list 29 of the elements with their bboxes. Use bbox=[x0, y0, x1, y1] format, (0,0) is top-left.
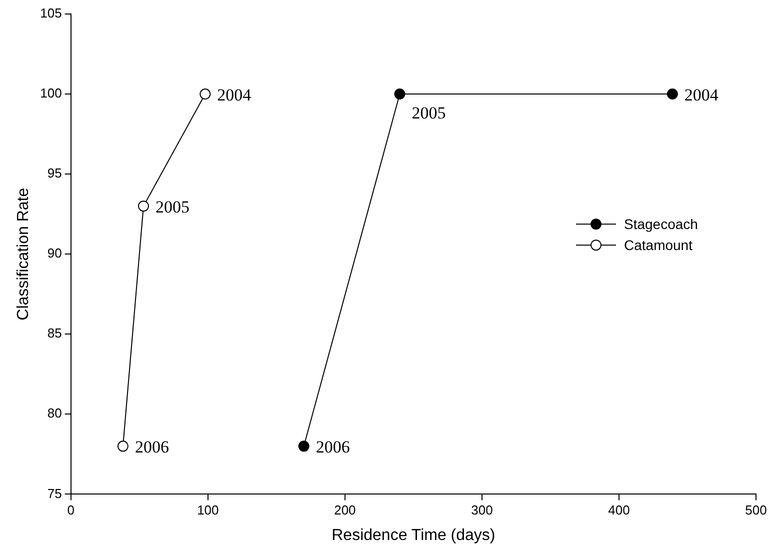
y-tick-label: 95 bbox=[47, 166, 62, 181]
annotation: 2005 bbox=[156, 198, 190, 217]
y-axis-title: Classification Rate bbox=[15, 188, 32, 320]
annotation: 2005 bbox=[412, 104, 446, 122]
annotation: 2004 bbox=[217, 86, 252, 104]
x-tick-label: 500 bbox=[745, 502, 767, 518]
annotation: 2006 bbox=[316, 438, 350, 457]
legend-label: Catamount bbox=[624, 236, 693, 253]
x-tick-label: 0 bbox=[67, 502, 75, 518]
y-tick-label: 80 bbox=[47, 406, 62, 421]
y-tick-label: 85 bbox=[47, 326, 62, 341]
point bbox=[298, 440, 310, 452]
legend-label: Stagecoach bbox=[624, 216, 698, 232]
point bbox=[200, 88, 211, 100]
point bbox=[117, 440, 128, 452]
y-tick-label: 105 bbox=[40, 6, 62, 21]
y-tick-label: 100 bbox=[40, 86, 62, 101]
y-tick-label: 75 bbox=[47, 486, 62, 501]
point bbox=[394, 88, 406, 100]
x-tick-label: 400 bbox=[608, 502, 630, 518]
x-tick-label: 100 bbox=[197, 502, 219, 518]
annotation: 2004 bbox=[684, 86, 719, 104]
point bbox=[138, 200, 150, 212]
x-tick-label: 200 bbox=[334, 502, 356, 518]
annotation: 2006 bbox=[134, 438, 169, 457]
point bbox=[666, 88, 678, 100]
x-tick-label: 300 bbox=[471, 502, 493, 518]
x-axis-title: Residence Time (days) bbox=[332, 526, 496, 544]
y-tick-label: 90 bbox=[47, 246, 62, 261]
